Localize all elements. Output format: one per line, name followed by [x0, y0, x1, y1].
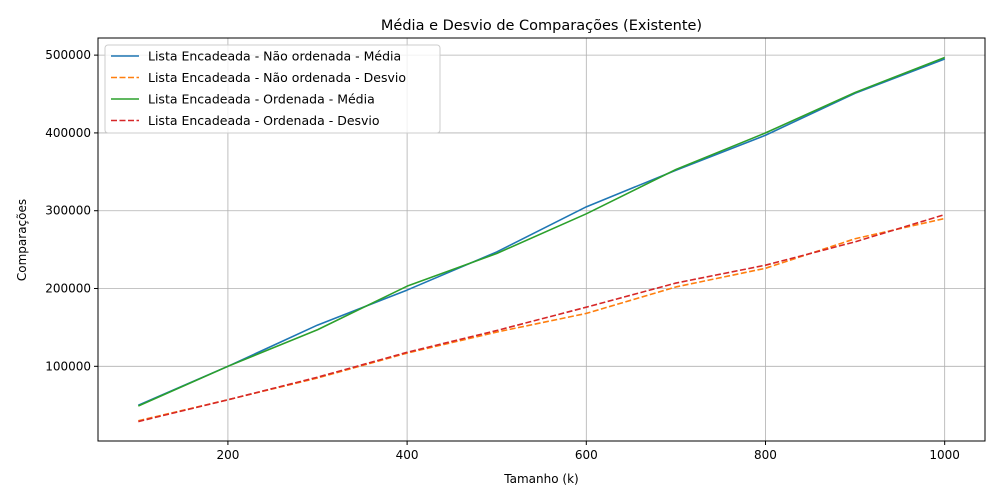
series-4-point [944, 214, 946, 216]
series-4-point [854, 241, 856, 243]
series-3-point [227, 366, 229, 368]
series-4-point [406, 352, 408, 354]
series-line-3 [137, 56, 945, 407]
series-4-point [138, 421, 140, 423]
series-1-point [317, 324, 319, 326]
series-2-point [944, 218, 946, 220]
series-lines [137, 56, 946, 423]
series-1-point [406, 289, 408, 291]
series-3-point [854, 92, 856, 94]
series-2-point [585, 313, 587, 315]
y-tick-label: 200000 [45, 282, 91, 296]
series-3-point [944, 57, 946, 59]
series-1-point [585, 206, 587, 208]
series-4-point [675, 282, 677, 284]
y-tick-label: 100000 [45, 359, 91, 373]
y-tick-label: 500000 [45, 48, 91, 62]
series-1-point [765, 134, 767, 136]
series-4-point [496, 330, 498, 332]
legend-label-3: Lista Encadeada - Ordenada - Média [148, 92, 375, 107]
series-line-4 [138, 213, 945, 423]
series-line-1 [137, 58, 945, 406]
series-2-point [496, 331, 498, 333]
series-4-point [227, 399, 229, 401]
x-tick-label: 800 [754, 448, 777, 462]
x-tick-label: 400 [396, 448, 419, 462]
y-axis-label: Comparações [15, 199, 29, 281]
y-tick-label: 400000 [45, 126, 91, 140]
legend-label-2: Lista Encadeada - Não ordenada - Desvio [148, 70, 406, 85]
legend-label-4: Lista Encadeada - Ordenada - Desvio [148, 113, 380, 128]
series-3-point [585, 213, 587, 215]
series-2-point [854, 238, 856, 240]
series-4-point [317, 376, 319, 378]
series-3-point [765, 132, 767, 134]
series-3-point [138, 405, 140, 407]
x-tick-label: 1000 [929, 448, 960, 462]
chart-title: Média e Desvio de Comparações (Existente… [381, 18, 702, 34]
series-4-point [765, 264, 767, 266]
plot-frame [97, 37, 986, 442]
legend-box [104, 44, 441, 134]
series-2-point [765, 267, 767, 269]
legend-label-1: Lista Encadeada - Não ordenada - Média [148, 49, 401, 64]
y-tick-label: 300000 [45, 204, 91, 218]
axis-ticks: 200 400 600 800 1000 100000 200000 300000 400000… [45, 48, 960, 462]
series-3-point [675, 169, 677, 171]
x-axis-label: Tamanho (k) [503, 472, 578, 486]
series-4-point [585, 306, 587, 308]
series-3-point [496, 253, 498, 255]
series-3-point [406, 285, 408, 287]
series-3-point [317, 329, 319, 331]
series-2-point [675, 286, 677, 288]
x-tick-label: 200 [216, 448, 239, 462]
legend: Lista Encadeada - Não ordenada - Média Li… [104, 44, 441, 134]
x-tick-label: 600 [575, 448, 598, 462]
